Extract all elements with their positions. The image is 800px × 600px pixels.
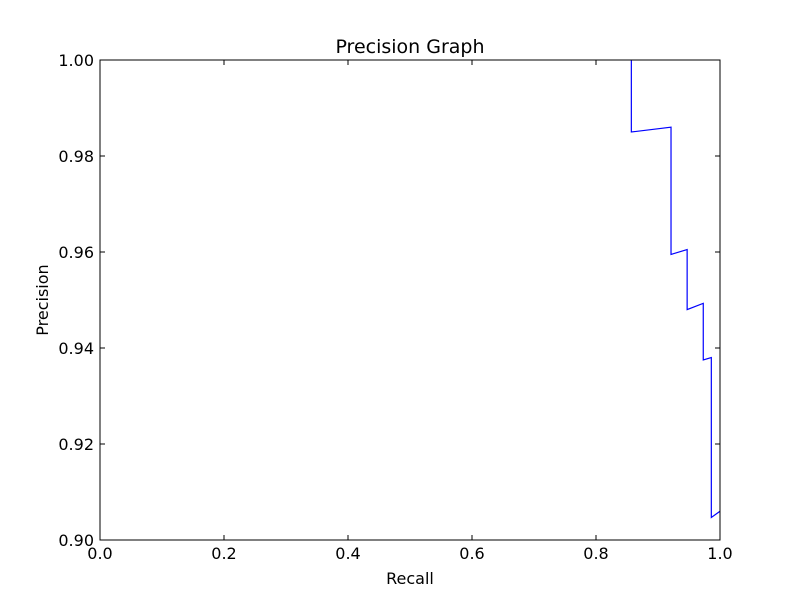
chart-title: Precision Graph <box>335 36 484 58</box>
plot-frame <box>99 59 721 541</box>
y-tick-label: 0.94 <box>58 339 94 358</box>
y-axis-label: Precision <box>33 264 52 335</box>
series-line-0 <box>630 60 720 519</box>
x-tick-label: 0.2 <box>211 544 236 563</box>
y-tick-label: 0.92 <box>58 435 94 454</box>
y-tick-label: 1.00 <box>58 51 94 70</box>
y-tick-label: 0.96 <box>58 243 94 262</box>
x-tick-label: 0.0 <box>87 544 112 563</box>
x-tick-label: 1.0 <box>707 544 732 563</box>
tick-labels: 0.0 0.2 0.4 0.6 0.8 1.0 0.90 0.92 0.94 0.96 0.98 1.… <box>58 51 732 563</box>
x-tick-label: 0.4 <box>335 544 360 563</box>
y-tick-label: 0.98 <box>58 147 94 166</box>
x-tick-label: 0.6 <box>459 544 484 563</box>
plot-area <box>630 60 720 519</box>
x-tick-label: 0.8 <box>583 544 608 563</box>
y-tick-label: 0.90 <box>58 531 94 550</box>
x-axis-label: Recall <box>386 569 434 588</box>
